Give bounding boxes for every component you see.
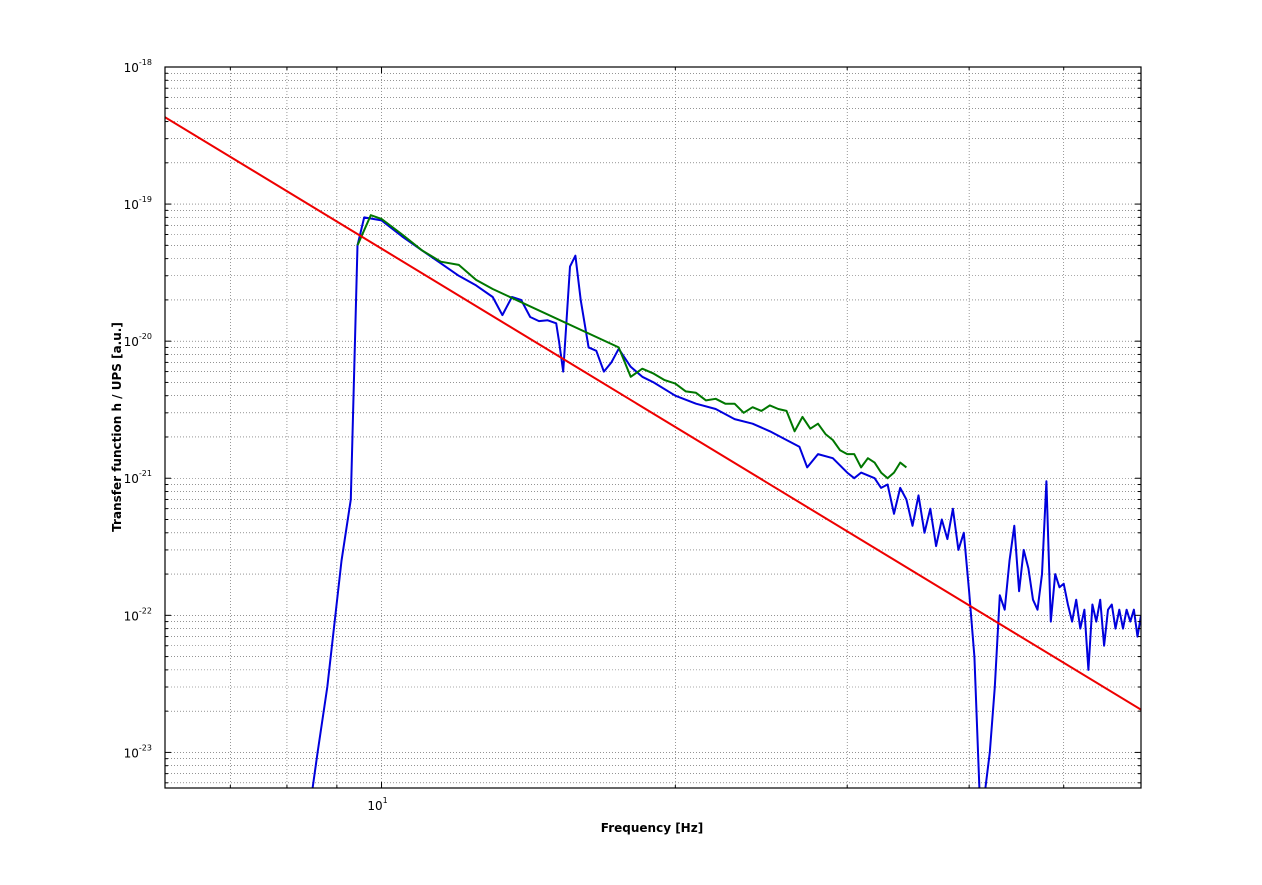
y-tick-label: 10-20 xyxy=(124,332,152,349)
plot-frame xyxy=(164,66,1142,789)
series-layer xyxy=(165,116,1141,788)
y-tick-label: 10-19 xyxy=(124,195,152,212)
plot-area xyxy=(164,66,1142,789)
y-tick-label: 10-23 xyxy=(124,743,152,760)
y-tick-labels: 10-23 10-22 10-21 10-20 10-19 10-18 xyxy=(124,58,152,760)
x-tick-label: 101 xyxy=(367,796,387,813)
y-tick-label: 10-18 xyxy=(124,58,152,75)
x-tick-labels: 101 xyxy=(367,796,387,813)
x-axis-label: Frequency [Hz] xyxy=(601,821,703,835)
y-tick-label: 10-21 xyxy=(124,469,152,486)
series-line-3 xyxy=(165,116,1141,711)
series-line-2 xyxy=(356,214,908,480)
minor-gridlines xyxy=(164,67,1142,788)
y-tick-label: 10-22 xyxy=(124,606,152,623)
y-axis-label: Transfer function h / UPS [a.u.] xyxy=(110,322,124,532)
series-line-1 xyxy=(311,216,1141,788)
